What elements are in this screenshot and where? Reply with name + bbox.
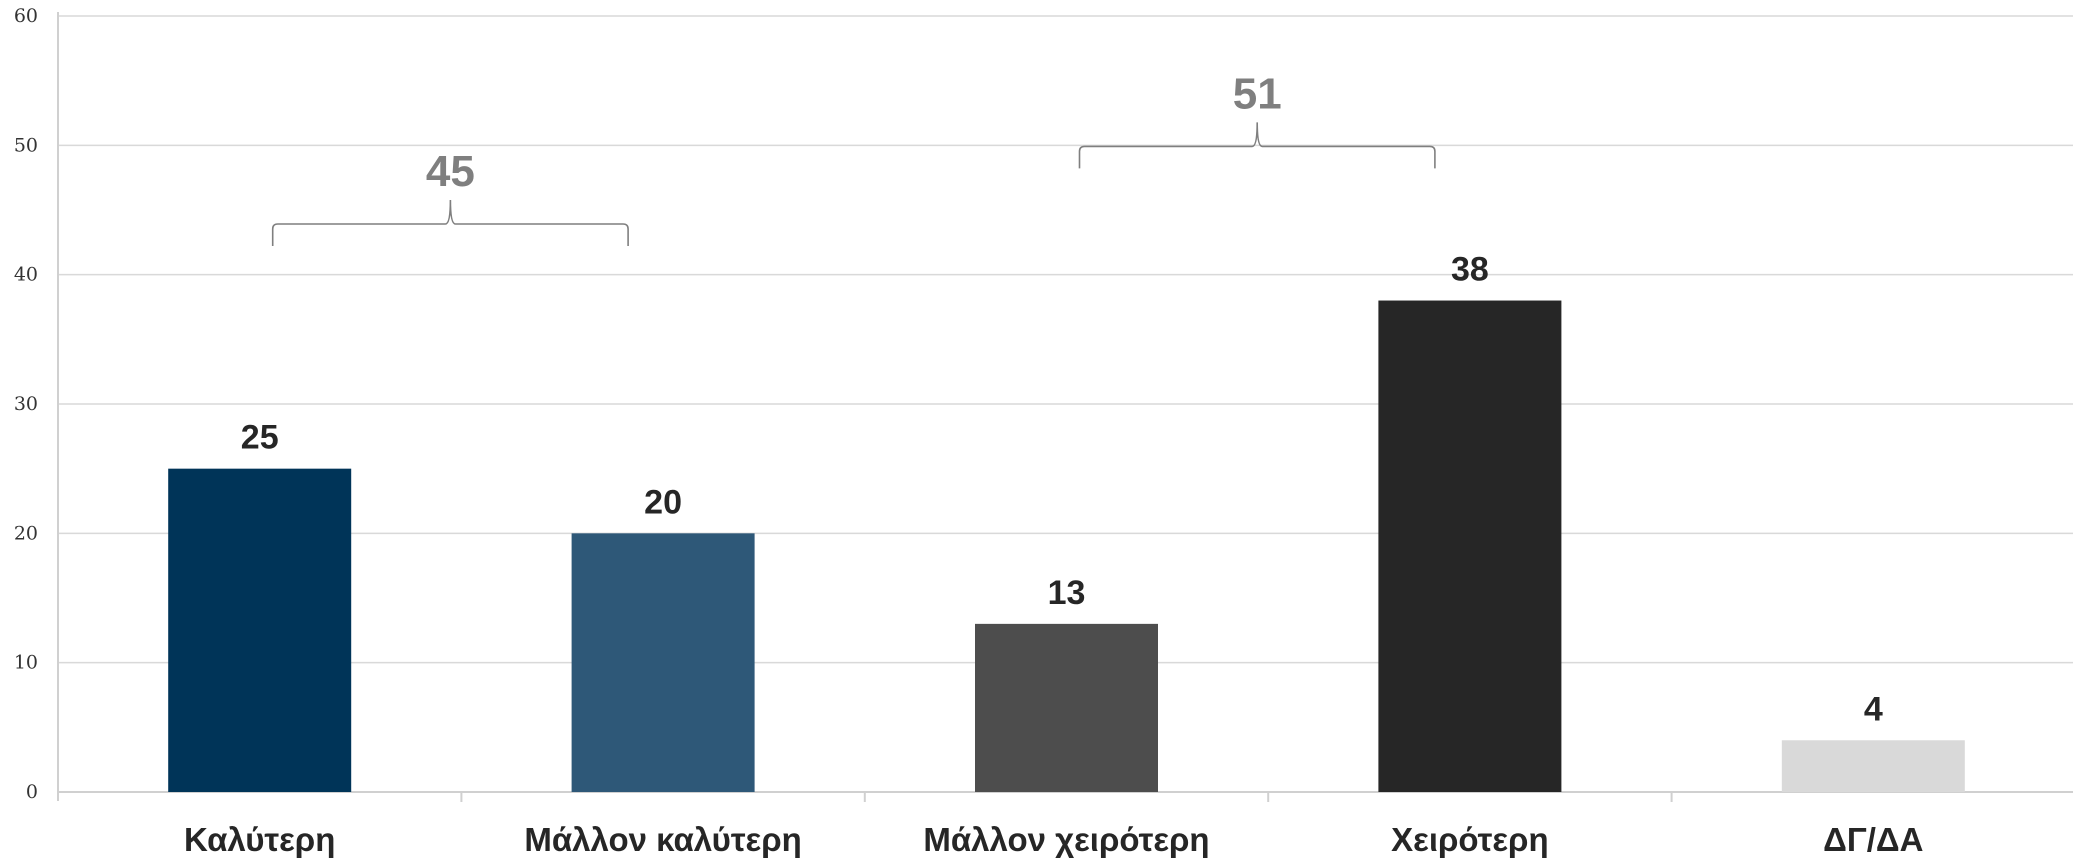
bar-3 <box>1378 300 1562 792</box>
y-tick-label: 60 <box>14 5 38 27</box>
value-labels: 25 20 13 38 4 <box>241 251 1883 729</box>
y-tick-label: 30 <box>14 393 38 415</box>
group-brackets: 45 51 <box>271 69 1436 246</box>
category-label-0: Καλύτερη <box>184 821 335 858</box>
bar-4 <box>1781 740 1965 792</box>
category-labels: Καλύτερη Μάλλον καλύτερη Μάλλον χειρότερη Χ… <box>184 821 1923 858</box>
y-tick-label: 20 <box>14 522 38 544</box>
gridlines <box>58 15 2073 664</box>
category-label-4: ΔΓ/ΔΑ <box>1823 821 1923 858</box>
data-label-1: 20 <box>644 483 682 521</box>
group-bracket-1 <box>1078 122 1436 169</box>
y-tick-label: 50 <box>14 134 38 156</box>
bar-1 <box>571 533 755 792</box>
category-label-2: Μάλλον χειρότερη <box>923 821 1209 858</box>
data-label-4: 4 <box>1864 690 1883 728</box>
axes: 0 10 20 30 40 50 60 <box>14 5 2073 803</box>
category-label-1: Μάλλον καλύτερη <box>524 821 801 858</box>
bars <box>168 300 1965 792</box>
data-label-0: 25 <box>241 419 279 457</box>
group-total-label-1: 51 <box>1233 69 1282 118</box>
data-label-2: 13 <box>1048 574 1086 612</box>
category-label-3: Χειρότερη <box>1391 821 1548 858</box>
bar-2 <box>975 623 1158 792</box>
data-label-3: 38 <box>1451 251 1489 289</box>
y-tick-label: 0 <box>26 781 38 803</box>
y-tick-label: 10 <box>14 652 38 674</box>
group-bracket-0 <box>271 199 629 246</box>
y-tick-label: 40 <box>14 264 38 286</box>
bar-0 <box>168 468 352 792</box>
group-total-label-0: 45 <box>426 147 475 196</box>
